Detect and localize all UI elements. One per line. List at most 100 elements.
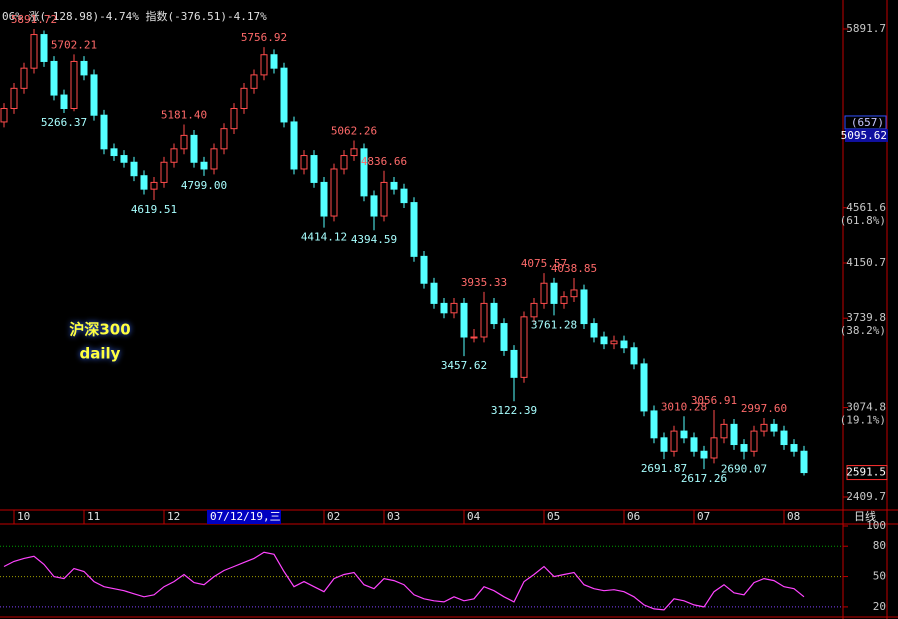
candle-body	[630, 347, 638, 365]
candle-body	[690, 437, 698, 452]
y-tick-label: 50	[873, 570, 886, 583]
candle-body	[80, 60, 88, 76]
candle-body	[260, 54, 268, 76]
fib-label: (38.2%)	[840, 324, 886, 337]
high-label: 3010.28	[661, 400, 707, 413]
cursor-value-box	[845, 128, 888, 142]
low-label: 4394.59	[351, 233, 397, 246]
header-info: 06% 涨(-128.98)-4.74% 指数(-376.51)-4.17%	[2, 9, 267, 23]
candle-body	[440, 302, 448, 314]
candle-body	[110, 148, 118, 157]
candle-body	[570, 289, 578, 298]
candle-body	[100, 114, 108, 150]
candle-body	[500, 323, 508, 351]
high-label: 4836.66	[361, 155, 407, 168]
candle-body	[510, 349, 518, 378]
candle-body	[0, 108, 8, 123]
high-label: 5062.26	[331, 124, 377, 137]
candle-body	[610, 340, 618, 345]
cursor-date: 07/12/19,三	[210, 510, 281, 523]
x-tick-label: 05	[547, 510, 560, 523]
y-tick-label: 80	[873, 539, 886, 552]
candle-body	[190, 134, 198, 163]
y-tick-label: 4561.6	[846, 201, 886, 214]
low-label: 3457.62	[441, 359, 487, 372]
high-label: 5756.92	[241, 31, 287, 44]
candle-body	[360, 148, 368, 197]
candle-body	[340, 155, 348, 170]
last-price-box	[846, 465, 888, 481]
candle-body	[380, 181, 388, 217]
high-label: 5702.21	[51, 38, 97, 51]
candle-body	[660, 437, 668, 452]
candle-body	[170, 148, 178, 163]
candle-body	[470, 336, 478, 339]
low-label: 2617.26	[681, 472, 727, 485]
candle-body	[320, 181, 328, 217]
candle-body	[520, 316, 528, 378]
y-tick-label: 3074.8	[846, 401, 886, 414]
candle-body	[580, 289, 588, 325]
candle-body	[20, 67, 28, 89]
low-label: 4619.51	[131, 203, 177, 216]
candle-body	[740, 444, 748, 452]
candle-body	[670, 430, 678, 452]
candle-body	[640, 363, 648, 412]
candle-body	[620, 340, 628, 349]
candle-body	[530, 302, 538, 318]
candle-body	[120, 155, 128, 163]
x-tick-label: 02	[327, 510, 340, 523]
candle-body	[30, 34, 38, 69]
candle-body	[390, 181, 398, 190]
y-tick-label: 3739.8	[846, 311, 886, 324]
candle-body	[270, 54, 278, 69]
candle-body	[220, 128, 228, 150]
candle-body	[550, 282, 558, 304]
y-tick-label: 5891.7	[846, 22, 886, 35]
cursor-count-box	[844, 115, 887, 130]
high-label: 3935.33	[461, 276, 507, 289]
candle-body	[710, 437, 718, 459]
high-label: 2997.60	[741, 402, 787, 415]
candle-body	[50, 60, 58, 96]
x-tick-label: 11	[87, 510, 100, 523]
candle-body	[420, 255, 428, 284]
y-tick-label: 100	[866, 519, 886, 532]
x-tick-label: 10	[17, 510, 30, 523]
last-price: 2591.5	[846, 466, 886, 479]
candle-body	[590, 323, 598, 338]
y-tick-label: 4150.7	[846, 256, 886, 269]
candle-body	[750, 430, 758, 452]
x-tick-label: 07	[697, 510, 710, 523]
x-tick-label: 12	[167, 510, 180, 523]
candle-body	[180, 134, 188, 150]
candle-body	[90, 74, 98, 116]
candle-body	[650, 410, 658, 439]
low-label: 4414.12	[301, 231, 347, 244]
candle-body	[240, 87, 248, 110]
candle-body	[560, 296, 568, 304]
low-label: 2690.07	[721, 462, 767, 475]
x-tick-label: 04	[467, 510, 481, 523]
candle-body	[460, 302, 468, 338]
high-label: 3056.91	[691, 394, 737, 407]
candle-body	[760, 423, 768, 432]
candle-body	[700, 450, 708, 459]
high-label: 4075.57	[521, 257, 567, 270]
candle-body	[10, 87, 18, 110]
cursor-date-box	[207, 510, 281, 524]
index-name: 沪深300	[69, 321, 130, 339]
candle-body	[70, 60, 78, 110]
candle-body	[350, 148, 358, 157]
fib-label: (19.1%)	[840, 414, 886, 427]
candle-body	[250, 74, 258, 89]
candle-body	[430, 282, 438, 304]
candle-body	[300, 155, 308, 170]
period-name: daily	[80, 345, 121, 363]
candle-body	[400, 188, 408, 204]
candle-body	[720, 423, 728, 439]
candle-body	[410, 202, 418, 257]
candle-body	[230, 108, 238, 130]
candle-body	[600, 336, 608, 345]
